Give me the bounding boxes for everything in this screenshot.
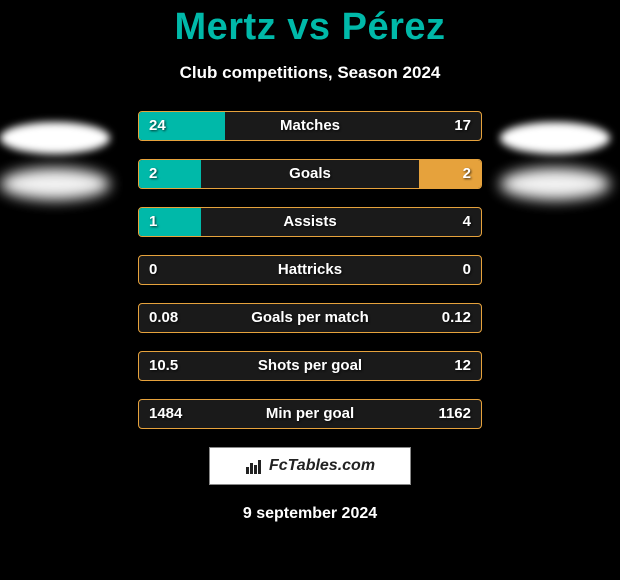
avatar-ellipse bbox=[0, 168, 110, 200]
stat-row: 0.080.12Goals per match bbox=[138, 303, 482, 333]
stats-container: 2417Matches 22Goals 14Assists 00Hattricks 0.… bbox=[138, 111, 482, 429]
avatar-ellipse bbox=[500, 122, 610, 154]
stat-label: Hattricks bbox=[139, 256, 481, 284]
stat-label: Assists bbox=[139, 208, 481, 236]
subtitle: Club competitions, Season 2024 bbox=[0, 63, 620, 83]
stat-label: Min per goal bbox=[139, 400, 481, 428]
player-left-avatar bbox=[0, 122, 120, 242]
branding-watermark: FcTables.com bbox=[209, 447, 411, 485]
avatar-ellipse bbox=[0, 122, 110, 154]
page-title: Mertz vs Pérez bbox=[0, 6, 620, 49]
stat-row: 00Hattricks bbox=[138, 255, 482, 285]
stat-row: 22Goals bbox=[138, 159, 482, 189]
branding-text: FcTables.com bbox=[269, 457, 375, 475]
bars-icon bbox=[245, 457, 263, 475]
stat-row: 2417Matches bbox=[138, 111, 482, 141]
stat-label: Shots per goal bbox=[139, 352, 481, 380]
stat-row: 10.512Shots per goal bbox=[138, 351, 482, 381]
stat-label: Goals per match bbox=[139, 304, 481, 332]
stat-row: 14841162Min per goal bbox=[138, 399, 482, 429]
player-right-avatar bbox=[500, 122, 620, 242]
date-text: 9 september 2024 bbox=[0, 505, 620, 523]
stat-label: Matches bbox=[139, 112, 481, 140]
stat-row: 14Assists bbox=[138, 207, 482, 237]
avatar-ellipse bbox=[500, 168, 610, 200]
stat-label: Goals bbox=[139, 160, 481, 188]
